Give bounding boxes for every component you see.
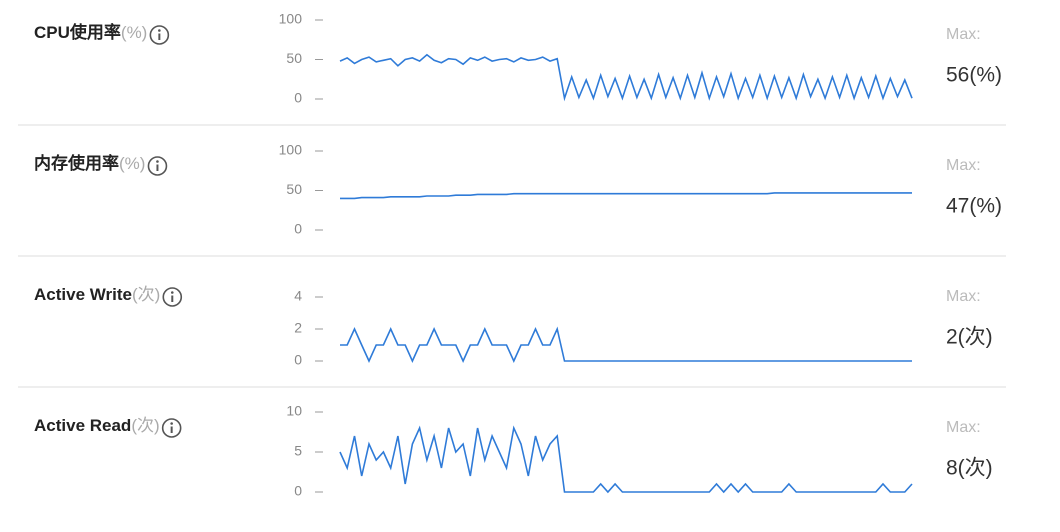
chart-title: Active Write(次)	[34, 285, 160, 304]
title-text: Active Write	[34, 285, 132, 304]
info-dot	[158, 29, 161, 32]
series-line	[340, 192, 912, 200]
max-value: 8(次)	[946, 457, 993, 480]
y-tick-label: 100	[279, 11, 303, 27]
y-tick-label: 5	[294, 443, 302, 459]
info-icon[interactable]	[147, 156, 168, 176]
max-label: Max:	[946, 26, 981, 43]
title-text: CPU使用率	[34, 22, 121, 42]
info-dot	[170, 291, 174, 294]
y-tick-label: 50	[286, 181, 302, 197]
y-tick-label: 100	[279, 142, 303, 158]
max-value: 56(%)	[946, 64, 1002, 87]
unit-text: (%)	[121, 23, 147, 42]
unit-text: (%)	[119, 154, 145, 173]
y-tick-label: 2	[294, 320, 302, 336]
y-tick-label: 0	[294, 352, 302, 368]
max-label: Max:	[946, 157, 981, 174]
info-dot	[156, 160, 159, 163]
max-value: 2(次)	[946, 326, 993, 349]
y-tick-label: 0	[294, 221, 302, 237]
info-icon[interactable]	[161, 418, 182, 438]
info-dot	[170, 422, 173, 425]
chart-title: Active Read(次)	[34, 416, 160, 435]
y-tick-label: 10	[286, 403, 302, 419]
max-label: Max:	[946, 288, 981, 305]
chart-title: CPU使用率(%)	[34, 22, 147, 42]
max-label: Max:	[946, 419, 981, 436]
y-tick-label: 50	[286, 50, 302, 66]
title-text: 内存使用率	[34, 153, 119, 173]
series-line	[339, 53, 913, 102]
y-tick-label: 0	[294, 90, 302, 106]
title-text: Active Read	[34, 416, 131, 435]
y-tick-label: 0	[294, 483, 302, 499]
max-value: 47(%)	[946, 195, 1002, 218]
chart-title: 内存使用率(%)	[34, 153, 145, 173]
unit-text: (次)	[132, 285, 160, 304]
info-icon[interactable]	[162, 287, 183, 307]
info-icon[interactable]	[149, 25, 170, 45]
series-line	[340, 326, 912, 363]
series-line	[339, 425, 913, 494]
y-tick-label: 4	[294, 288, 302, 304]
unit-text: (次)	[131, 416, 159, 435]
